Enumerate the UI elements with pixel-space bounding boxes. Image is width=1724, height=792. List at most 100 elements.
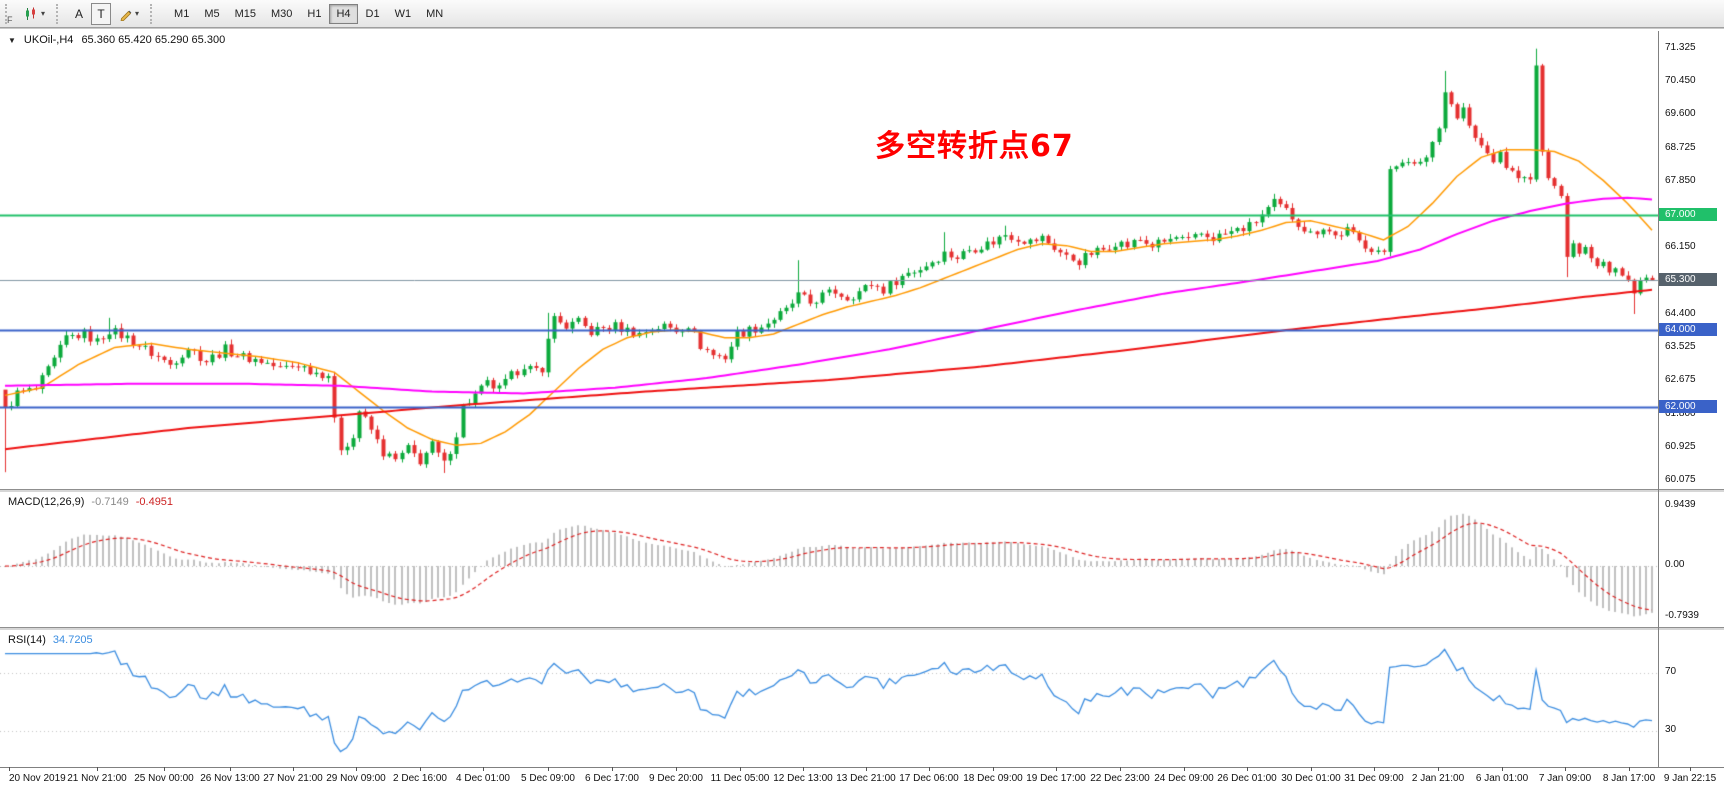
time-axis-tick [1690, 767, 1691, 771]
price-axis-tick: 69.600 [1665, 108, 1696, 119]
chevron-down-icon: ▾ [41, 9, 46, 18]
time-axis-tick [9, 767, 10, 771]
price-badge-62-000: 62.000 [1659, 400, 1717, 413]
price-axis[interactable]: 71.325 70.450 69.600 68.725 67.850 66.150 64.4… [1658, 31, 1724, 767]
time-axis-label: 12 Dec 13:00 [773, 773, 833, 784]
chart-type-dropdown-button[interactable]: ▾ [18, 3, 51, 25]
time-axis-label: 24 Dec 09:00 [1154, 773, 1214, 784]
panel-divider[interactable] [0, 627, 1724, 630]
price-axis-tick: 61.800 [1665, 408, 1696, 419]
candlestick-chart-icon [26, 7, 35, 20]
time-axis-label: 6 Jan 01:00 [1475, 773, 1529, 784]
timeframe-button-w1[interactable]: W1 [388, 4, 419, 24]
time-axis-tick [356, 767, 357, 771]
price-axis-tick: 63.525 [1665, 341, 1696, 352]
time-axis-label: 27 Nov 21:00 [263, 773, 323, 784]
macd-header: MACD(12,26,9) -0.7149 -0.4951 [8, 496, 173, 508]
time-axis-label: 26 Nov 13:00 [200, 773, 260, 784]
time-axis-tick [866, 767, 867, 771]
pencil-icon [120, 10, 132, 21]
timeframe-button-m1[interactable]: M1 [167, 4, 196, 24]
time-axis-label: 2 Dec 16:00 [393, 773, 447, 784]
timeframe-button-m5[interactable]: M5 [197, 4, 226, 24]
timeframe-button-group: M1 M5 M15 M30 H1 H4 D1 W1 MN [167, 3, 450, 24]
time-axis-tick [548, 767, 549, 771]
price-axis-tick: 60.075 [1665, 474, 1696, 485]
time-axis-tick [929, 767, 930, 771]
time-axis-tick [230, 767, 231, 771]
time-axis-label: 5 Dec 09:00 [521, 773, 575, 784]
time-axis-tick [676, 767, 677, 771]
toolbar-grip[interactable] [56, 3, 64, 24]
time-axis-label: 7 Jan 09:00 [1538, 773, 1592, 784]
price-axis-tick: 70.450 [1665, 75, 1696, 86]
time-axis-tick [993, 767, 994, 771]
symbol-label: UKOil-,H4 [23, 34, 74, 46]
price-badge-67-000: 67.000 [1659, 208, 1717, 221]
time-axis-label: 13 Dec 21:00 [836, 773, 896, 784]
time-axis-tick [97, 767, 98, 771]
time-axis-tick [1629, 767, 1630, 771]
time-axis[interactable]: 20 Nov 2019 21 Nov 21:00 25 Nov 00:00 26 No… [0, 767, 1724, 791]
price-axis-tick: 60.925 [1665, 441, 1696, 452]
rsi-level-label: 30 [1665, 724, 1677, 735]
timeframe-button-d1[interactable]: D1 [359, 4, 387, 24]
cursor-arrow-button[interactable]: A [69, 3, 89, 25]
toolbar-grip[interactable] [5, 3, 13, 24]
rsi-level-label: 70 [1665, 666, 1677, 677]
draw-tools-dropdown-button[interactable]: ▾ [113, 3, 145, 25]
chart-window: ▼ UKOil-,H4 65.360 65.420 65.290 65.300 … [0, 28, 1724, 792]
timeframe-button-mn[interactable]: MN [419, 4, 450, 24]
time-axis-tick [483, 767, 484, 771]
time-axis-tick [1438, 767, 1439, 771]
collapse-icon[interactable]: ▼ [8, 35, 16, 45]
macd-axis-tick: 0.9439 [1665, 499, 1696, 510]
timeframe-button-m30[interactable]: M30 [264, 4, 299, 24]
timeframe-button-m15[interactable]: M15 [228, 4, 263, 24]
time-axis-label: 25 Nov 00:00 [134, 773, 194, 784]
rsi-label: RSI(14) [8, 634, 46, 646]
text-tool-button[interactable]: T [91, 2, 112, 25]
time-axis-label: 11 Dec 05:00 [710, 773, 770, 784]
rsi-header: RSI(14) 34.7205 [8, 634, 93, 646]
time-axis-label: 17 Dec 06:00 [899, 773, 959, 784]
panel-divider[interactable] [0, 489, 1724, 492]
price-axis-tick: 68.725 [1665, 142, 1696, 153]
price-axis-tick: 71.325 [1665, 42, 1696, 53]
time-axis-tick [612, 767, 613, 771]
macd-label: MACD(12,26,9) [8, 496, 85, 508]
price-chart-canvas[interactable] [0, 31, 1658, 767]
chart-annotation-text[interactable]: 多空转折点67 [875, 129, 1074, 164]
time-axis-label: 4 Dec 01:00 [456, 773, 510, 784]
time-axis-label: 21 Nov 21:00 [67, 773, 127, 784]
price-badge-65-300: 65.300 [1659, 273, 1717, 286]
time-axis-label: 9 Jan 22:15 [1663, 773, 1717, 784]
time-axis-label: 18 Dec 09:00 [963, 773, 1023, 784]
timeframe-button-h1[interactable]: H1 [300, 4, 328, 24]
time-axis-tick [1502, 767, 1503, 771]
time-axis-tick [740, 767, 741, 771]
macd-signal-value: -0.4951 [135, 496, 174, 508]
time-axis-tick [803, 767, 804, 771]
time-axis-tick [293, 767, 294, 771]
price-badge-64-000: 64.000 [1659, 323, 1717, 336]
time-axis-label: 19 Dec 17:00 [1026, 773, 1086, 784]
chevron-down-icon: ▾ [135, 9, 140, 18]
time-axis-label: 30 Dec 01:00 [1281, 773, 1341, 784]
rsi-value: 34.7205 [52, 634, 93, 646]
timeframe-button-h4[interactable]: H4 [329, 3, 358, 24]
price-axis-tick: 67.850 [1665, 175, 1696, 186]
time-axis-label: 9 Dec 20:00 [649, 773, 703, 784]
time-axis-line [0, 767, 1724, 768]
time-axis-tick [164, 767, 165, 771]
time-axis-label: 29 Nov 09:00 [326, 773, 386, 784]
macd-axis-tick: 0.00 [1665, 559, 1685, 570]
toolbar: ▾ F A T ▾ M1 M5 M15 M30 H1 H4 D1 W1 MN [0, 0, 1724, 28]
time-axis-label: 2 Jan 21:00 [1411, 773, 1465, 784]
chart-ohlc-header: ▼ UKOil-,H4 65.360 65.420 65.290 65.300 [8, 34, 225, 46]
toolbar-grip[interactable] [150, 3, 158, 24]
time-axis-tick [1120, 767, 1121, 771]
price-axis-tick: 62.675 [1665, 374, 1696, 385]
price-axis-tick: 66.150 [1665, 241, 1696, 252]
